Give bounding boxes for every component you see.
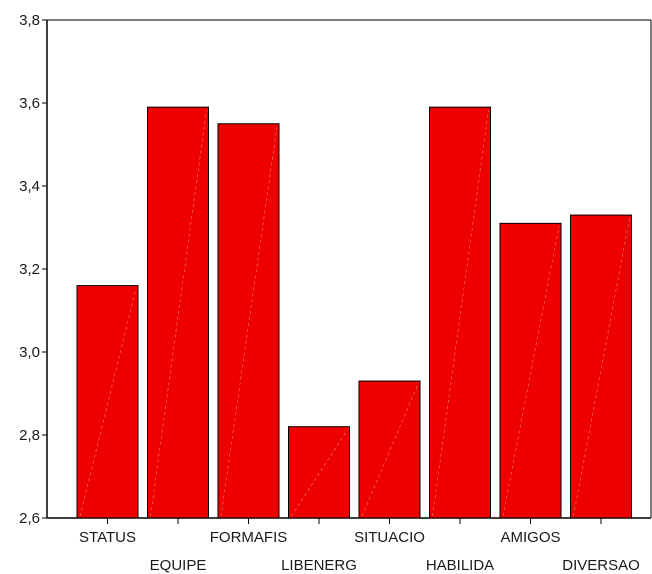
chart-bars bbox=[76, 106, 632, 519]
bar-amigos bbox=[499, 222, 562, 519]
bar-diversao bbox=[570, 214, 632, 519]
y-tick-label: 2,6 bbox=[19, 510, 40, 527]
bar-habilida bbox=[429, 106, 491, 519]
y-tick-label: 2,8 bbox=[19, 427, 40, 444]
y-tick-label: 3,0 bbox=[19, 344, 40, 361]
x-category-label: FORMAFIS bbox=[210, 529, 288, 546]
x-category-label: STATUS bbox=[79, 529, 136, 546]
bar-highlight bbox=[502, 226, 560, 517]
bar-libenerg bbox=[288, 426, 350, 519]
x-category-label: SITUACIO bbox=[354, 529, 425, 546]
y-tick-label: 3,6 bbox=[19, 95, 40, 112]
bar-formafis bbox=[217, 123, 280, 519]
bar-highlight bbox=[291, 429, 348, 517]
y-tick-label: 3,4 bbox=[19, 178, 40, 195]
x-category-label: LIBENERG bbox=[281, 557, 357, 574]
bar-status bbox=[76, 285, 139, 519]
bar-equipe bbox=[147, 106, 209, 519]
bar-situacio bbox=[358, 380, 421, 519]
y-tick-label: 3,2 bbox=[19, 261, 40, 278]
x-category-label: EQUIPE bbox=[150, 557, 207, 574]
x-category-label: AMIGOS bbox=[500, 529, 560, 546]
bar-highlight bbox=[150, 110, 207, 517]
y-axis-ticks: 2,6 2,8 3,0 3,2 3,4 3,6 3,8 bbox=[19, 12, 47, 527]
bar-highlight bbox=[432, 110, 489, 517]
x-category-label: HABILIDA bbox=[426, 557, 494, 574]
x-category-label: DIVERSAO bbox=[562, 557, 640, 574]
y-tick-label: 3,8 bbox=[19, 12, 40, 29]
bar-highlight bbox=[573, 217, 630, 517]
